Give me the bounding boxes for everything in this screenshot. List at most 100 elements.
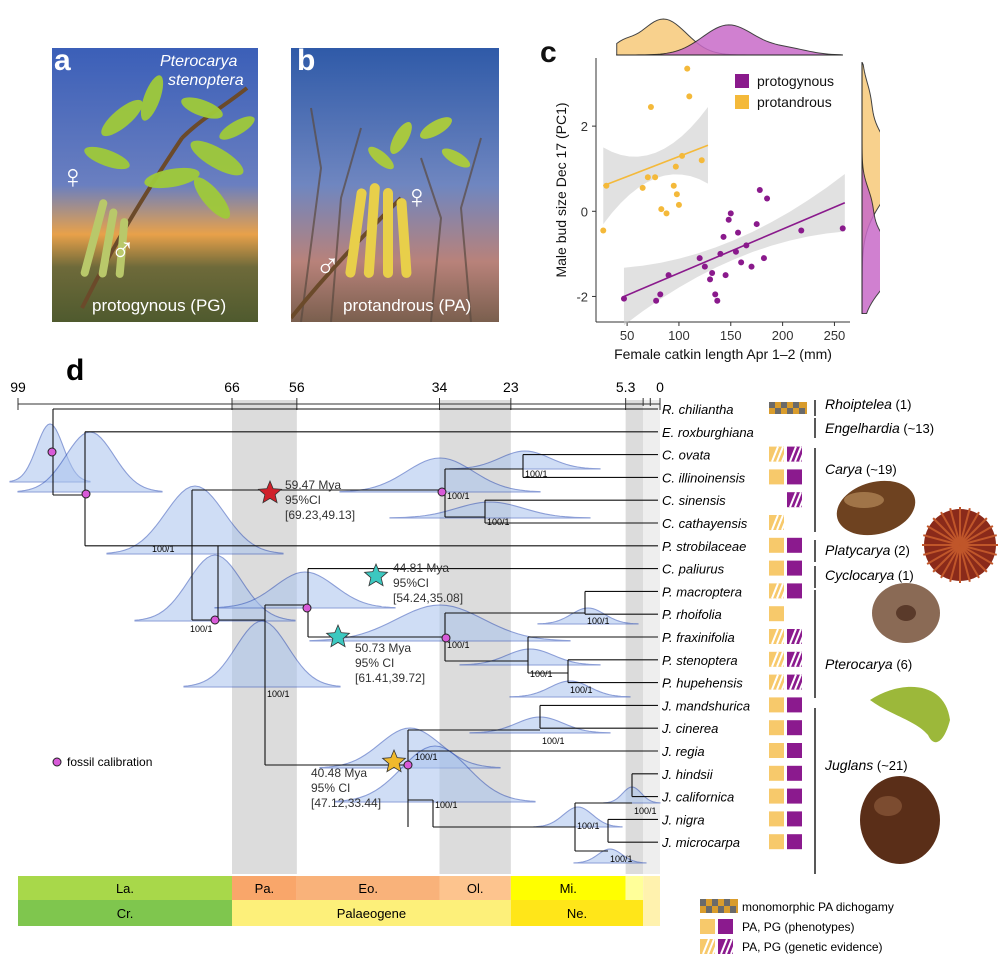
divergence-ci: [47.12,33.44]: [311, 796, 381, 810]
data-point-protogynous: [620, 295, 627, 302]
hatch-line: [789, 446, 797, 462]
data-point-protandrous: [663, 210, 670, 217]
hatch-line: [789, 491, 797, 508]
divergence-ci: [54.24,35.08]: [393, 591, 463, 605]
taxon-label: C. sinensis: [662, 493, 726, 508]
taxon-label: P. macroptera: [662, 584, 742, 599]
juglans-nut-image: [860, 776, 940, 864]
support-label: 100/1: [542, 736, 565, 746]
cone-spine: [959, 534, 997, 546]
hatch-line: [799, 628, 807, 645]
phenotype-box: [787, 720, 802, 736]
period-cell: [18, 876, 232, 900]
data-point-protogynous: [748, 263, 755, 270]
support-label: 100/1: [435, 800, 458, 810]
divergence-age: 44.81 Mya: [393, 561, 449, 575]
hatch-line: [720, 938, 728, 955]
monomorphic-check: [775, 408, 781, 414]
species-label-line1: Pterocarya: [160, 53, 238, 70]
x-tick-label: 50: [620, 328, 634, 343]
time-tick-label: 56: [289, 379, 305, 395]
monomorphic-check: [781, 402, 787, 408]
x-tick-label: 250: [824, 328, 846, 343]
divergence-ci-label: 95% CI: [355, 656, 394, 670]
species-label-line2: stenoptera: [168, 72, 244, 89]
node-age-density: [509, 680, 631, 698]
monomorphic-check: [793, 402, 799, 408]
phenotype-box: [787, 537, 802, 553]
data-point-protogynous: [717, 250, 724, 257]
data-point-protogynous: [722, 272, 729, 279]
genus-name: Juglans: [824, 757, 873, 773]
fossil-calibration-dot: [437, 487, 447, 497]
taxon-label: P. fraxinifolia: [662, 630, 735, 645]
divergence-age: 40.48 Mya: [311, 766, 367, 780]
support-label: 100/1: [415, 752, 438, 762]
monomorphic-check: [799, 408, 805, 414]
hatch-line: [799, 674, 807, 690]
phenotype-box: [769, 469, 784, 485]
phenotype-box: [769, 537, 784, 553]
y-tick-label: 0: [581, 204, 588, 219]
cone-spine: [959, 544, 994, 565]
y-axis-label: Male bud size Dec 17 (PC1): [553, 102, 569, 277]
cyclocarya-fruit-image: [870, 686, 950, 743]
caption-protandrous: protandrous (PA): [343, 296, 472, 315]
genus-label: Platycarya (2): [825, 542, 910, 558]
genus-name: Carya: [825, 461, 863, 477]
period-cell: [296, 876, 440, 900]
fossil-calibration-dot: [302, 603, 312, 613]
taxon-label: C. paliurus: [662, 562, 725, 577]
cone-spine: [932, 517, 961, 546]
cone-spine: [959, 511, 980, 546]
data-point-protogynous: [665, 272, 672, 279]
data-point-protandrous: [675, 201, 682, 208]
genus-count: (1): [892, 397, 912, 412]
data-point-protogynous: [756, 187, 763, 193]
phenotype-box: [787, 811, 802, 827]
cone-spine: [959, 525, 994, 546]
support-label: 100/1: [447, 491, 470, 501]
data-point-protogynous: [798, 227, 805, 234]
male-symbol-a: ♂: [110, 230, 136, 268]
time-tick-label: 66: [224, 379, 240, 395]
node-age-density: [334, 745, 536, 803]
fossil-calibration-legend-dot: [52, 757, 62, 767]
data-point-protandrous: [658, 206, 665, 213]
hatch-line: [707, 938, 715, 955]
data-point-protandrous: [644, 174, 651, 181]
data-point-protogynous: [764, 195, 771, 202]
caption-protogynous: protogynous (PG): [92, 296, 227, 315]
hatch-line: [781, 514, 789, 531]
divergence-star: [381, 748, 407, 773]
genus-name: Platycarya: [825, 542, 891, 558]
period-label: Cr.: [117, 906, 134, 921]
phenotype-box: [787, 560, 802, 576]
node-age-density: [214, 571, 396, 609]
phenotype-box: [769, 765, 784, 781]
x-tick-label: 100: [668, 328, 690, 343]
divergence-star: [257, 479, 283, 504]
legend-label: protandrous: [757, 94, 832, 110]
hatch-line: [794, 674, 802, 690]
divergence-age: 59.47 Mya: [285, 478, 341, 492]
node-age-density: [449, 450, 601, 470]
support-label: 100/1: [267, 689, 290, 699]
cone-spine: [932, 544, 961, 573]
node-age-density: [389, 501, 591, 519]
period-label: Ol.: [467, 881, 484, 896]
hatch-line: [799, 446, 807, 462]
hatch-line: [776, 628, 784, 645]
taxon-label: P. stenoptera: [662, 653, 738, 668]
regression-line-protandrous: [602, 144, 709, 187]
genus-count: (2): [890, 543, 910, 558]
monomorphic-check: [787, 408, 793, 414]
legend-label: monomorphic PA dichogamy: [742, 900, 894, 914]
period-label: Pa.: [255, 881, 275, 896]
x-tick-label: 150: [720, 328, 742, 343]
data-point-protogynous: [657, 291, 664, 298]
data-point-protandrous: [639, 184, 646, 191]
period-cell: [18, 900, 232, 926]
node-age-density: [533, 806, 623, 828]
genus-count: (1): [894, 568, 914, 583]
